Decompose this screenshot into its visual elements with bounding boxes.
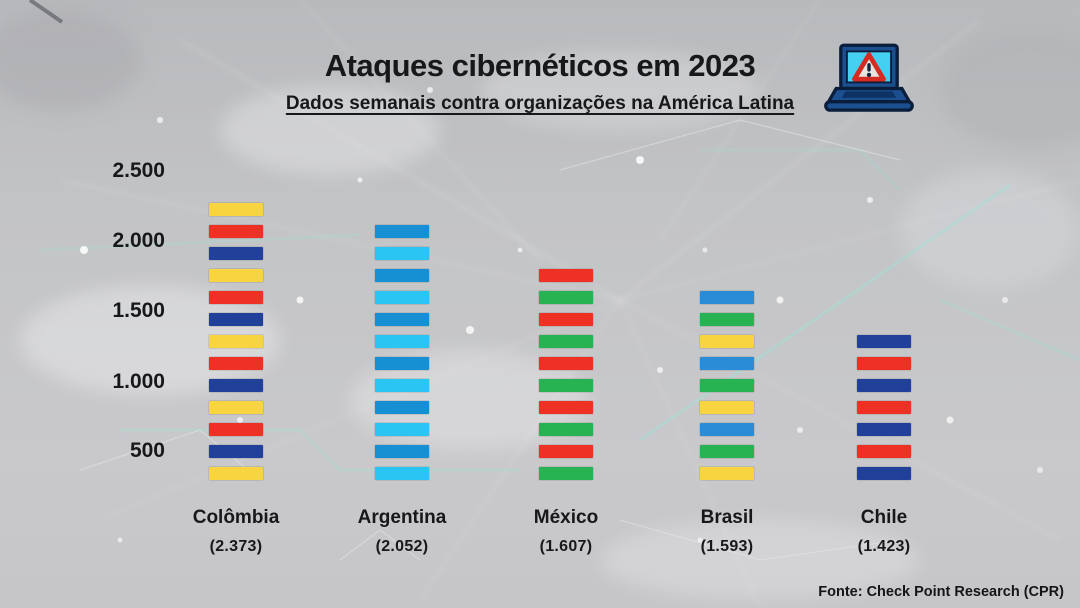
bar-segment xyxy=(700,423,754,436)
y-tick-label: 1.000 xyxy=(112,370,165,393)
y-tick-label: 2.500 xyxy=(112,159,165,182)
bar-segment xyxy=(375,291,429,304)
bar-segment xyxy=(539,335,593,348)
y-tick-label: 500 xyxy=(129,439,165,462)
bar-segment xyxy=(209,335,263,348)
bar-segment xyxy=(375,401,429,414)
bar-segment xyxy=(857,401,911,414)
bar-segment xyxy=(857,335,911,348)
bar-argentina xyxy=(375,225,429,480)
category-label-brasil: Brasil (1.593) xyxy=(647,507,807,556)
laptop-warning-icon xyxy=(822,42,916,120)
bar-segment xyxy=(209,203,263,216)
country-value: (1.607) xyxy=(539,538,593,555)
bar-segment xyxy=(700,313,754,326)
y-tick-label: 1.500 xyxy=(112,299,165,322)
bar-mexico xyxy=(539,269,593,480)
country-name: México xyxy=(533,507,599,528)
bar-chile xyxy=(857,335,911,480)
bar-segment xyxy=(539,467,593,480)
source-credit: Fonte: Check Point Research (CPR) xyxy=(818,584,1064,600)
bar-segment xyxy=(375,379,429,392)
country-name: Colômbia xyxy=(192,507,280,528)
bar-segment xyxy=(375,467,429,480)
bar-segment xyxy=(209,401,263,414)
bar-segment xyxy=(209,225,263,238)
bar-segment xyxy=(700,335,754,348)
bar-segment xyxy=(375,247,429,260)
country-value: (1.423) xyxy=(857,538,911,555)
bar-segment xyxy=(375,423,429,436)
bar-segment xyxy=(700,401,754,414)
category-label-chile: Chile (1.423) xyxy=(804,507,964,556)
country-name: Chile xyxy=(860,507,908,528)
bar-segment xyxy=(700,445,754,458)
bar-segment xyxy=(539,357,593,370)
country-value: (1.593) xyxy=(700,538,754,555)
country-value: (2.373) xyxy=(209,538,263,555)
bar-segment xyxy=(375,335,429,348)
bar-segment xyxy=(375,269,429,282)
bar-segment xyxy=(539,269,593,282)
bar-segment xyxy=(209,467,263,480)
bar-segment xyxy=(209,357,263,370)
bar-segment xyxy=(539,379,593,392)
bar-segment xyxy=(209,445,263,458)
bar-segment xyxy=(209,379,263,392)
bar-segment xyxy=(209,313,263,326)
bar-segment xyxy=(539,445,593,458)
bar-segment xyxy=(857,423,911,436)
country-value: (2.052) xyxy=(375,538,429,555)
bar-segment xyxy=(700,467,754,480)
bar-segment xyxy=(375,225,429,238)
bar-segment xyxy=(700,379,754,392)
y-tick-label: 2.000 xyxy=(112,229,165,252)
chart-subtitle: Dados semanais contra organizações na Am… xyxy=(285,93,795,114)
category-label-colombia: Colômbia (2.373) xyxy=(156,507,316,556)
bar-brasil xyxy=(700,291,754,480)
country-name: Argentina xyxy=(357,507,447,528)
bar-colombia xyxy=(209,203,263,480)
bar-segment xyxy=(857,379,911,392)
bar-segment xyxy=(209,247,263,260)
bar-segment xyxy=(539,401,593,414)
chart-title: Ataques cibernéticos em 2023 xyxy=(324,48,756,83)
bar-segment xyxy=(539,313,593,326)
bar-segment xyxy=(375,445,429,458)
bar-segment xyxy=(857,445,911,458)
bar-segment xyxy=(539,423,593,436)
bar-segment xyxy=(857,357,911,370)
bar-segment xyxy=(700,291,754,304)
country-name: Brasil xyxy=(700,507,754,528)
bar-segment xyxy=(700,357,754,370)
bar-segment xyxy=(375,313,429,326)
bar-segment xyxy=(375,357,429,370)
bar-segment xyxy=(539,291,593,304)
bar-segment xyxy=(209,269,263,282)
bar-segment xyxy=(209,423,263,436)
bar-segment xyxy=(857,467,911,480)
category-label-mexico: México (1.607) xyxy=(486,507,646,556)
category-label-argentina: Argentina (2.052) xyxy=(322,507,482,556)
bar-segment xyxy=(209,291,263,304)
